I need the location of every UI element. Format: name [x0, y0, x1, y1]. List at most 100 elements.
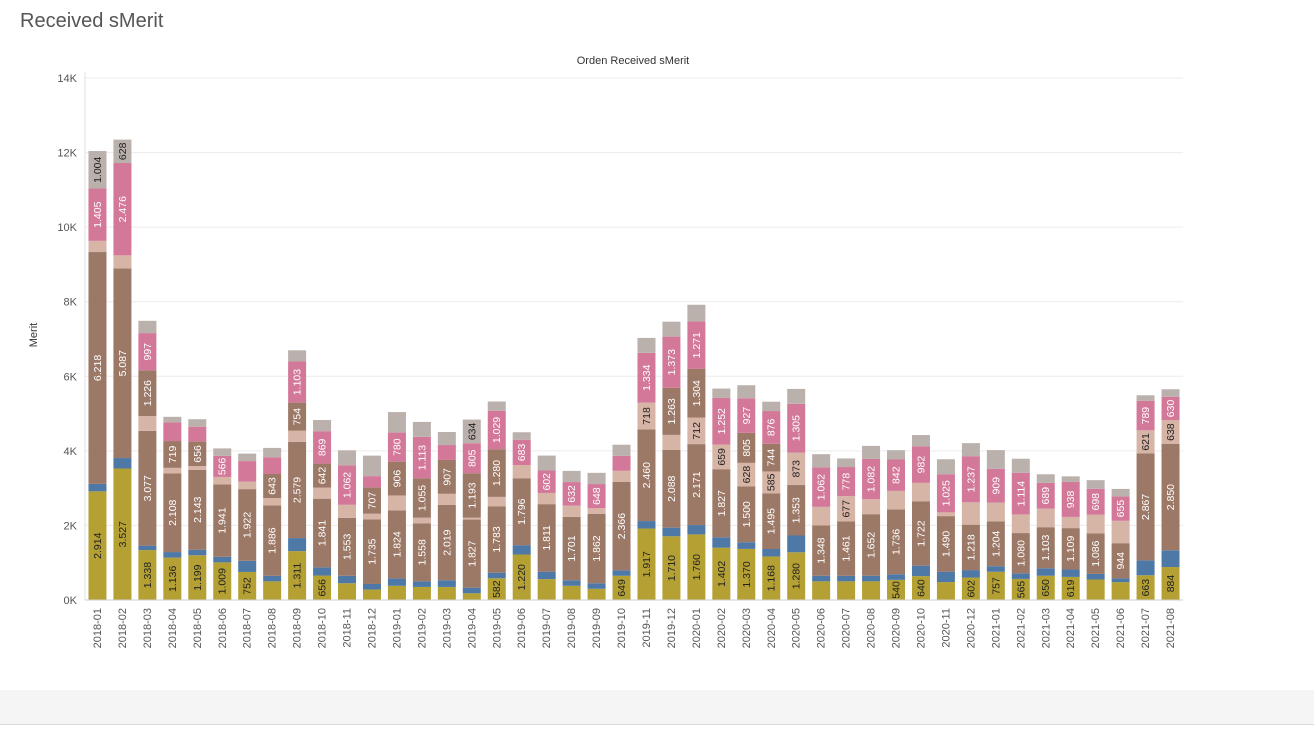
bar-segment — [113, 255, 132, 269]
bar-segment — [188, 555, 207, 600]
bar-segment — [437, 493, 456, 505]
bar-data-label: 1.305 — [791, 415, 803, 441]
bar-data-label: 944 — [1115, 552, 1127, 570]
bar-segment — [986, 566, 1005, 572]
bar-data-label: 752 — [242, 577, 254, 595]
bar-segment — [437, 459, 456, 494]
bar-segment — [1061, 569, 1080, 577]
y-tick-label: 0K — [64, 595, 78, 607]
bar-segment — [188, 469, 207, 550]
bar-data-label: 2.850 — [1165, 484, 1177, 510]
bar-segment — [213, 556, 232, 563]
bar-segment — [1136, 560, 1155, 576]
bar-segment — [238, 453, 257, 462]
bar-data-label: 1.220 — [516, 564, 528, 590]
bar-segment — [562, 505, 581, 517]
page-title: Received sMerit — [20, 10, 164, 32]
bar-segment — [587, 588, 606, 600]
bar-segment — [587, 583, 606, 589]
bar-segment — [313, 498, 332, 568]
bar-segment — [762, 471, 781, 494]
x-tick-label: 2019-05 — [491, 608, 503, 648]
bar-segment — [862, 581, 881, 600]
bar-data-label: 1.922 — [242, 512, 254, 538]
bar-segment — [687, 444, 706, 526]
bar-data-label: 628 — [741, 466, 753, 484]
bar-data-label: 1.405 — [92, 201, 104, 227]
x-tick-label: 2020-07 — [841, 608, 853, 648]
bar-segment — [662, 336, 681, 388]
bar-segment — [88, 483, 107, 492]
bar-data-label: 1.500 — [741, 501, 753, 527]
bar-data-label: 2.914 — [92, 532, 104, 558]
bar-data-label: 1.373 — [666, 349, 678, 375]
bar-segment — [338, 504, 357, 518]
bar-segment — [612, 570, 631, 576]
bar-data-label: 754 — [292, 408, 304, 426]
bar-data-label: 1.941 — [217, 507, 229, 533]
bar-segment — [837, 521, 856, 576]
x-tick-label: 2020-05 — [791, 608, 803, 648]
bar-segment — [288, 538, 307, 552]
y-tick-label: 14K — [57, 73, 77, 85]
bar-data-label: 884 — [1165, 575, 1177, 593]
bar-segment — [936, 474, 955, 513]
x-tick-label: 2021-03 — [1040, 608, 1052, 648]
bar-segment — [1011, 578, 1030, 600]
bar-segment — [687, 534, 706, 600]
bar-data-label: 663 — [1140, 579, 1152, 597]
bar-segment — [512, 554, 531, 600]
bar-segment — [862, 514, 881, 576]
bar-segment — [113, 468, 132, 600]
bar-data-label: 1.353 — [791, 497, 803, 523]
bar-segment — [537, 470, 556, 493]
bar-data-label: 1.886 — [267, 527, 279, 553]
bar-segment — [961, 570, 980, 578]
bar-segment — [787, 485, 806, 536]
bar-segment — [88, 151, 107, 189]
bar-data-label: 1.311 — [292, 563, 304, 589]
x-tick-label: 2018-08 — [267, 608, 279, 648]
bar-data-label: 938 — [1065, 491, 1077, 509]
bar-segment — [263, 447, 282, 458]
bar-segment — [1011, 458, 1030, 473]
bar-segment — [462, 517, 481, 520]
bar-segment — [986, 571, 1005, 600]
bar-data-label: 909 — [990, 477, 1002, 495]
bar-data-label: 2.108 — [167, 499, 179, 525]
bar-data-label: 997 — [142, 343, 154, 361]
bar-data-label: 1.710 — [666, 555, 678, 581]
bar-segment — [1086, 533, 1105, 574]
bar-segment — [612, 444, 631, 456]
bar-segment — [637, 352, 656, 403]
bar-segment — [1111, 582, 1130, 600]
bar-segment — [362, 583, 381, 590]
bar-data-label: 566 — [217, 457, 229, 475]
bar-segment — [936, 571, 955, 583]
bar-segment — [911, 435, 930, 447]
bar-segment — [1111, 543, 1130, 579]
bar-segment — [437, 431, 456, 446]
bar-data-label: 1.827 — [716, 490, 728, 516]
bar-segment — [288, 441, 307, 539]
bar-segment — [387, 432, 406, 462]
bar-data-label: 719 — [167, 446, 179, 464]
bar-segment — [887, 574, 906, 580]
bar-segment — [911, 482, 930, 502]
bar-segment — [1011, 573, 1030, 579]
x-tick-label: 2018-02 — [117, 608, 129, 648]
bar-segment — [462, 587, 481, 594]
x-tick-label: 2019-12 — [666, 608, 678, 648]
bar-segment — [88, 188, 107, 241]
bar-segment — [512, 545, 531, 555]
bar-segment — [412, 436, 431, 479]
bar-segment — [113, 139, 132, 164]
bar-data-label: 1.348 — [816, 537, 828, 563]
bar-segment — [1111, 520, 1130, 544]
x-tick-label: 2020-01 — [691, 608, 703, 648]
footer-bar — [0, 690, 1314, 725]
bar-segment — [412, 517, 431, 524]
bar-data-label: 1.917 — [641, 551, 653, 577]
bar-segment — [1086, 488, 1105, 515]
x-tick-label: 2019-08 — [566, 608, 578, 648]
